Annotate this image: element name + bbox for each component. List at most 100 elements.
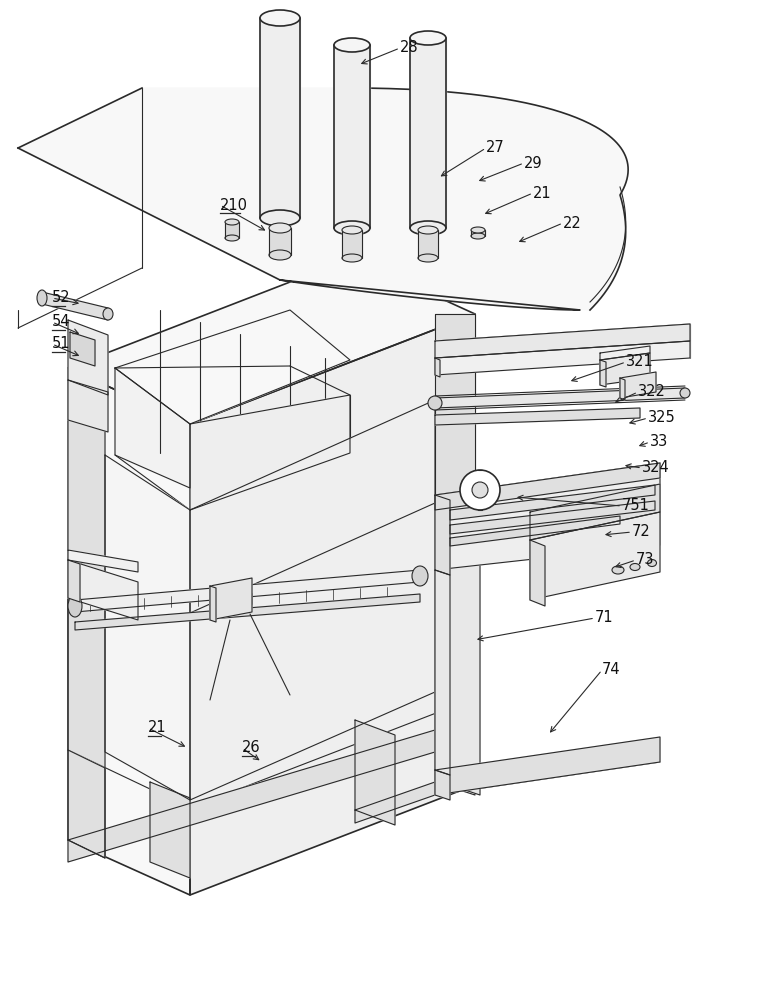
Text: 51: 51 [52, 336, 70, 352]
Polygon shape [210, 578, 252, 620]
Text: 325: 325 [648, 410, 676, 426]
Ellipse shape [37, 290, 47, 306]
Text: 26: 26 [242, 740, 261, 756]
Polygon shape [68, 560, 80, 602]
Polygon shape [150, 782, 190, 878]
Polygon shape [68, 380, 108, 432]
Polygon shape [260, 18, 300, 218]
Polygon shape [600, 353, 650, 385]
Text: 28: 28 [400, 40, 419, 55]
Polygon shape [435, 770, 450, 800]
Ellipse shape [334, 221, 370, 235]
Polygon shape [190, 314, 475, 895]
Ellipse shape [68, 595, 82, 617]
Text: 22: 22 [563, 216, 581, 231]
Ellipse shape [460, 470, 500, 510]
Polygon shape [68, 558, 190, 808]
Polygon shape [68, 320, 108, 395]
Polygon shape [435, 737, 660, 795]
Ellipse shape [342, 254, 362, 262]
Ellipse shape [412, 566, 428, 586]
Text: 27: 27 [486, 140, 505, 155]
Text: 54: 54 [52, 314, 70, 330]
Polygon shape [530, 484, 660, 540]
Ellipse shape [260, 210, 300, 226]
Text: 72: 72 [632, 524, 651, 540]
Polygon shape [68, 750, 105, 858]
Polygon shape [190, 400, 435, 800]
Polygon shape [42, 292, 108, 320]
Ellipse shape [269, 250, 291, 260]
Polygon shape [75, 570, 420, 612]
Polygon shape [115, 310, 350, 424]
Polygon shape [435, 470, 660, 570]
Text: 74: 74 [602, 662, 620, 678]
Text: 29: 29 [524, 155, 542, 170]
Polygon shape [210, 586, 216, 622]
Polygon shape [68, 550, 138, 572]
Polygon shape [435, 570, 450, 775]
Polygon shape [68, 258, 475, 424]
Polygon shape [190, 395, 350, 510]
Polygon shape [435, 314, 475, 785]
Polygon shape [190, 503, 475, 808]
Ellipse shape [612, 566, 624, 574]
Ellipse shape [225, 219, 239, 225]
Polygon shape [418, 230, 438, 258]
Text: 21: 21 [533, 186, 552, 200]
Polygon shape [435, 358, 440, 377]
Polygon shape [435, 495, 450, 575]
Ellipse shape [428, 396, 442, 410]
Text: 52: 52 [52, 290, 71, 306]
Polygon shape [70, 332, 95, 366]
Polygon shape [105, 455, 190, 800]
Polygon shape [435, 463, 660, 510]
Ellipse shape [418, 226, 438, 234]
Polygon shape [435, 388, 685, 408]
Polygon shape [75, 594, 420, 630]
Polygon shape [530, 540, 545, 606]
Text: 33: 33 [650, 434, 668, 450]
Ellipse shape [410, 31, 446, 45]
Ellipse shape [648, 560, 656, 566]
Ellipse shape [410, 221, 446, 235]
Text: 751: 751 [622, 498, 650, 514]
Polygon shape [269, 228, 291, 255]
Text: 73: 73 [636, 552, 655, 568]
Polygon shape [410, 38, 446, 228]
Polygon shape [435, 495, 480, 795]
Polygon shape [450, 501, 655, 534]
Text: 210: 210 [220, 198, 248, 213]
Polygon shape [620, 372, 656, 398]
Polygon shape [225, 222, 239, 238]
Ellipse shape [418, 254, 438, 262]
Polygon shape [68, 560, 138, 620]
Ellipse shape [103, 308, 113, 320]
Ellipse shape [472, 482, 488, 498]
Polygon shape [68, 368, 105, 858]
Polygon shape [435, 692, 475, 795]
Polygon shape [435, 341, 690, 375]
Ellipse shape [680, 388, 690, 398]
Polygon shape [68, 368, 190, 895]
Polygon shape [600, 346, 650, 360]
Polygon shape [435, 463, 660, 510]
Text: 21: 21 [148, 720, 166, 736]
Polygon shape [450, 485, 655, 520]
Polygon shape [342, 230, 362, 258]
Polygon shape [620, 378, 625, 400]
Polygon shape [435, 408, 640, 425]
Polygon shape [530, 512, 660, 600]
Polygon shape [450, 516, 620, 546]
Text: 324: 324 [642, 460, 670, 476]
Ellipse shape [269, 223, 291, 233]
Ellipse shape [471, 227, 485, 233]
Ellipse shape [471, 233, 485, 239]
Polygon shape [18, 88, 628, 310]
Polygon shape [68, 730, 435, 862]
Polygon shape [115, 368, 190, 488]
Polygon shape [435, 324, 690, 358]
Text: 71: 71 [595, 610, 613, 626]
Polygon shape [334, 45, 370, 228]
Text: 322: 322 [638, 384, 666, 399]
